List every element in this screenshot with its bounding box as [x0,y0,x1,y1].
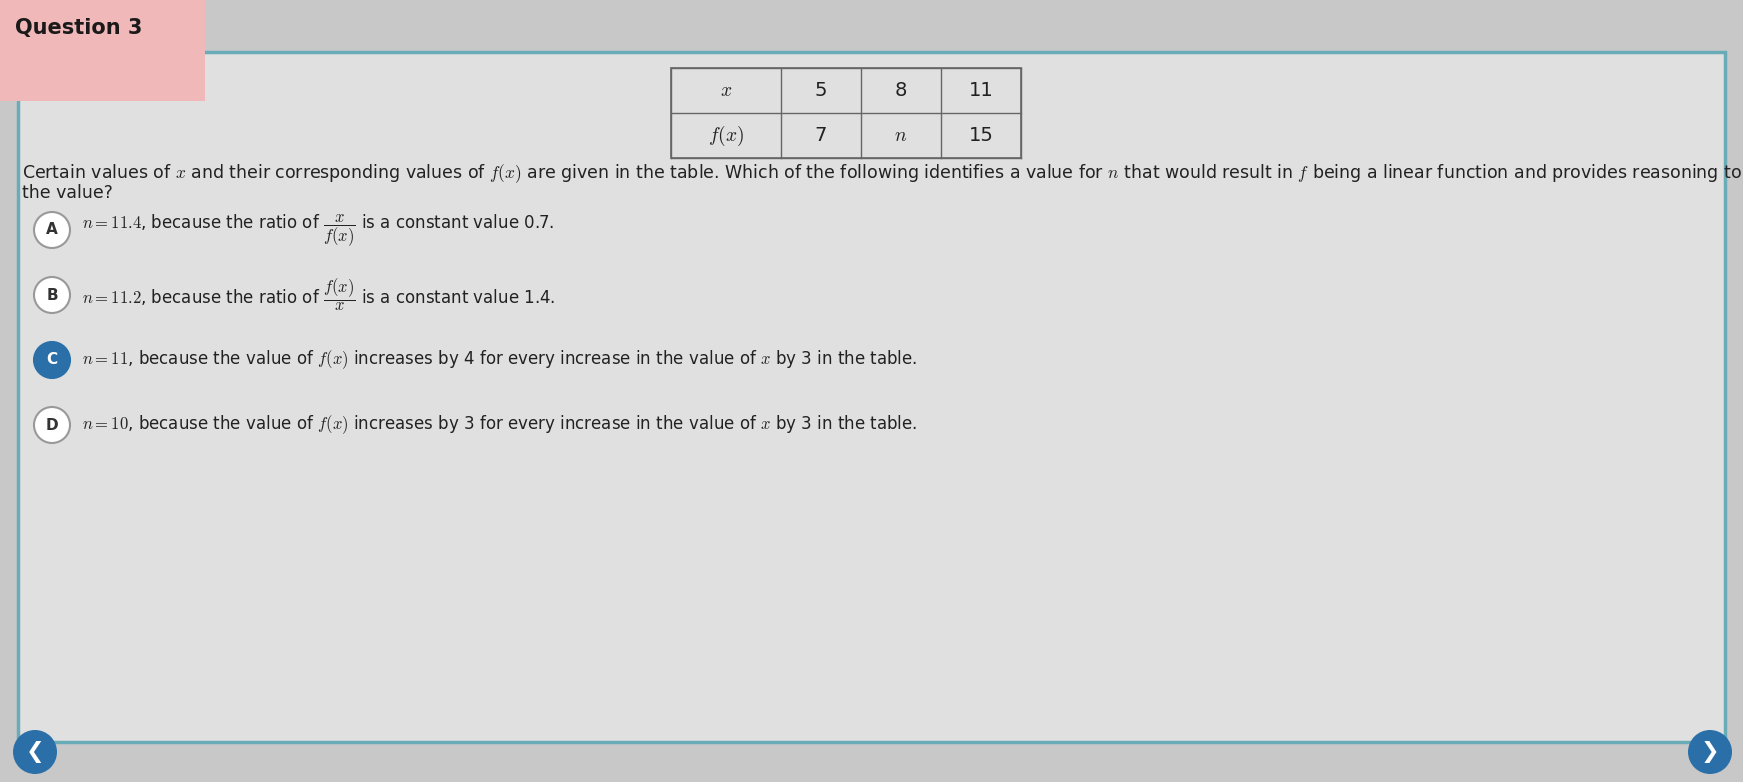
Text: 11: 11 [969,81,994,100]
Circle shape [35,407,70,443]
Circle shape [1687,730,1733,774]
Circle shape [12,730,58,774]
Text: $x$: $x$ [720,81,732,100]
FancyBboxPatch shape [148,14,164,36]
Text: Question 3: Question 3 [16,18,143,38]
Text: ❯: ❯ [1701,741,1719,763]
Text: 8: 8 [894,81,906,100]
Text: 7: 7 [814,126,828,145]
Circle shape [35,342,70,378]
Text: $f(x)$: $f(x)$ [708,124,744,148]
Text: 5: 5 [814,81,828,100]
Text: ❮: ❮ [26,741,44,763]
Circle shape [35,212,70,248]
Text: D: D [45,418,58,432]
Text: $n = 11.4$, because the ratio of $\dfrac{x}{f(x)}$ is a constant value 0.7.: $n = 11.4$, because the ratio of $\dfrac… [82,212,554,248]
Text: 15: 15 [969,126,994,145]
Text: B: B [45,288,58,303]
Text: Certain values of $x$ and their corresponding values of $f(x)$ are given in the : Certain values of $x$ and their correspo… [23,162,1743,185]
Text: $n$: $n$ [894,126,908,145]
Text: $n = 11.2$, because the ratio of $\dfrac{f(x)}{x}$ is a constant value 1.4.: $n = 11.2$, because the ratio of $\dfrac… [82,277,556,313]
FancyBboxPatch shape [17,52,1726,742]
Text: C: C [47,353,58,368]
Text: $n = 11$, because the value of $f(x)$ increases by 4 for every increase in the v: $n = 11$, because the value of $f(x)$ in… [82,349,917,371]
Text: the value?: the value? [23,184,113,202]
Text: $n = 10$, because the value of $f(x)$ increases by 3 for every increase in the v: $n = 10$, because the value of $f(x)$ in… [82,414,917,436]
Circle shape [35,277,70,313]
FancyBboxPatch shape [671,68,1021,158]
Text: A: A [45,223,58,238]
